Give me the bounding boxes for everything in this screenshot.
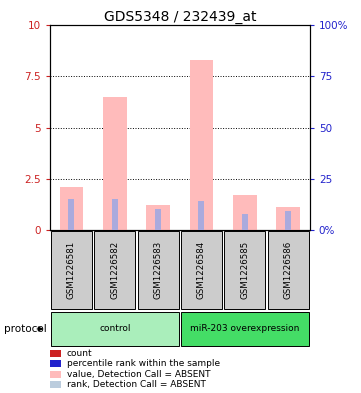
Bar [233,195,257,230]
Text: protocol: protocol [4,324,46,334]
Bar [69,199,74,230]
Bar [155,209,161,230]
Text: GDS5348 / 232439_at: GDS5348 / 232439_at [104,10,257,24]
Bar [242,213,248,230]
Text: count: count [67,349,92,358]
Text: miR-203 overexpression: miR-203 overexpression [190,325,299,333]
Text: GSM1226581: GSM1226581 [67,241,76,299]
Text: control: control [99,325,131,333]
Bar [190,60,213,230]
Bar [285,211,291,230]
Text: rank, Detection Call = ABSENT: rank, Detection Call = ABSENT [67,380,206,389]
Text: GSM1226584: GSM1226584 [197,241,206,299]
Text: GSM1226586: GSM1226586 [284,241,292,299]
Bar [60,187,83,230]
Bar [146,205,170,230]
Text: GSM1226583: GSM1226583 [154,241,162,299]
Bar [199,201,204,230]
Bar [112,199,118,230]
Text: GSM1226582: GSM1226582 [110,241,119,299]
Bar [276,208,300,230]
Text: percentile rank within the sample: percentile rank within the sample [67,360,220,368]
Text: value, Detection Call = ABSENT: value, Detection Call = ABSENT [67,370,210,378]
Text: GSM1226585: GSM1226585 [240,241,249,299]
Bar [103,97,127,230]
